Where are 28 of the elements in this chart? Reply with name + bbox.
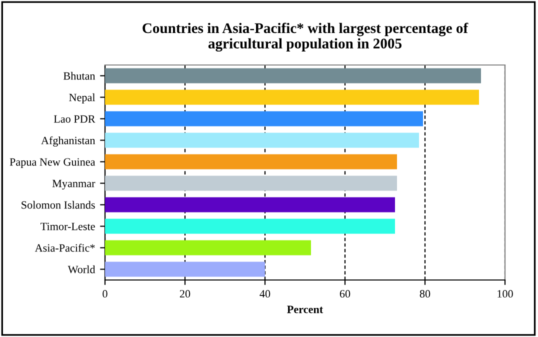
bar: [105, 68, 481, 84]
y-tick-label: Lao PDR: [54, 115, 96, 123]
y-tick-label: Nepal: [69, 93, 96, 104]
y-tick-label: Myanmar: [52, 180, 96, 190]
bar: [105, 240, 311, 256]
x-tick-label: 20: [180, 290, 190, 298]
x-tick-label: 100: [498, 290, 513, 298]
bar: [105, 262, 265, 277]
bar: [105, 154, 397, 170]
chart-title: Countries in Asia-Pacific* with largest percentage of agricultural population in 2005: [142, 22, 468, 52]
y-tick-label: Bhutan: [64, 72, 96, 80]
x-axis-title: Percent: [287, 306, 324, 314]
bar: [105, 132, 419, 148]
x-tick-label: 0: [102, 290, 108, 298]
bar: [105, 197, 395, 212]
bar: [105, 218, 395, 234]
bar: [105, 176, 397, 191]
y-tick-label: Afghanistan: [41, 136, 96, 147]
y-tick-label: Solomon Islands: [22, 200, 95, 209]
bar: [105, 111, 423, 126]
y-tick-label: Timor-Leste: [40, 222, 95, 230]
x-tick-label: 40: [260, 290, 270, 298]
y-tick-label: Asia-Pacific*: [34, 244, 95, 252]
y-tick-label: Papua New Guinea: [10, 158, 96, 168]
x-tick-label: 80: [420, 290, 430, 298]
x-tick-label: 60: [340, 290, 350, 298]
bar: [105, 90, 479, 105]
y-tick-label: World: [68, 265, 96, 274]
